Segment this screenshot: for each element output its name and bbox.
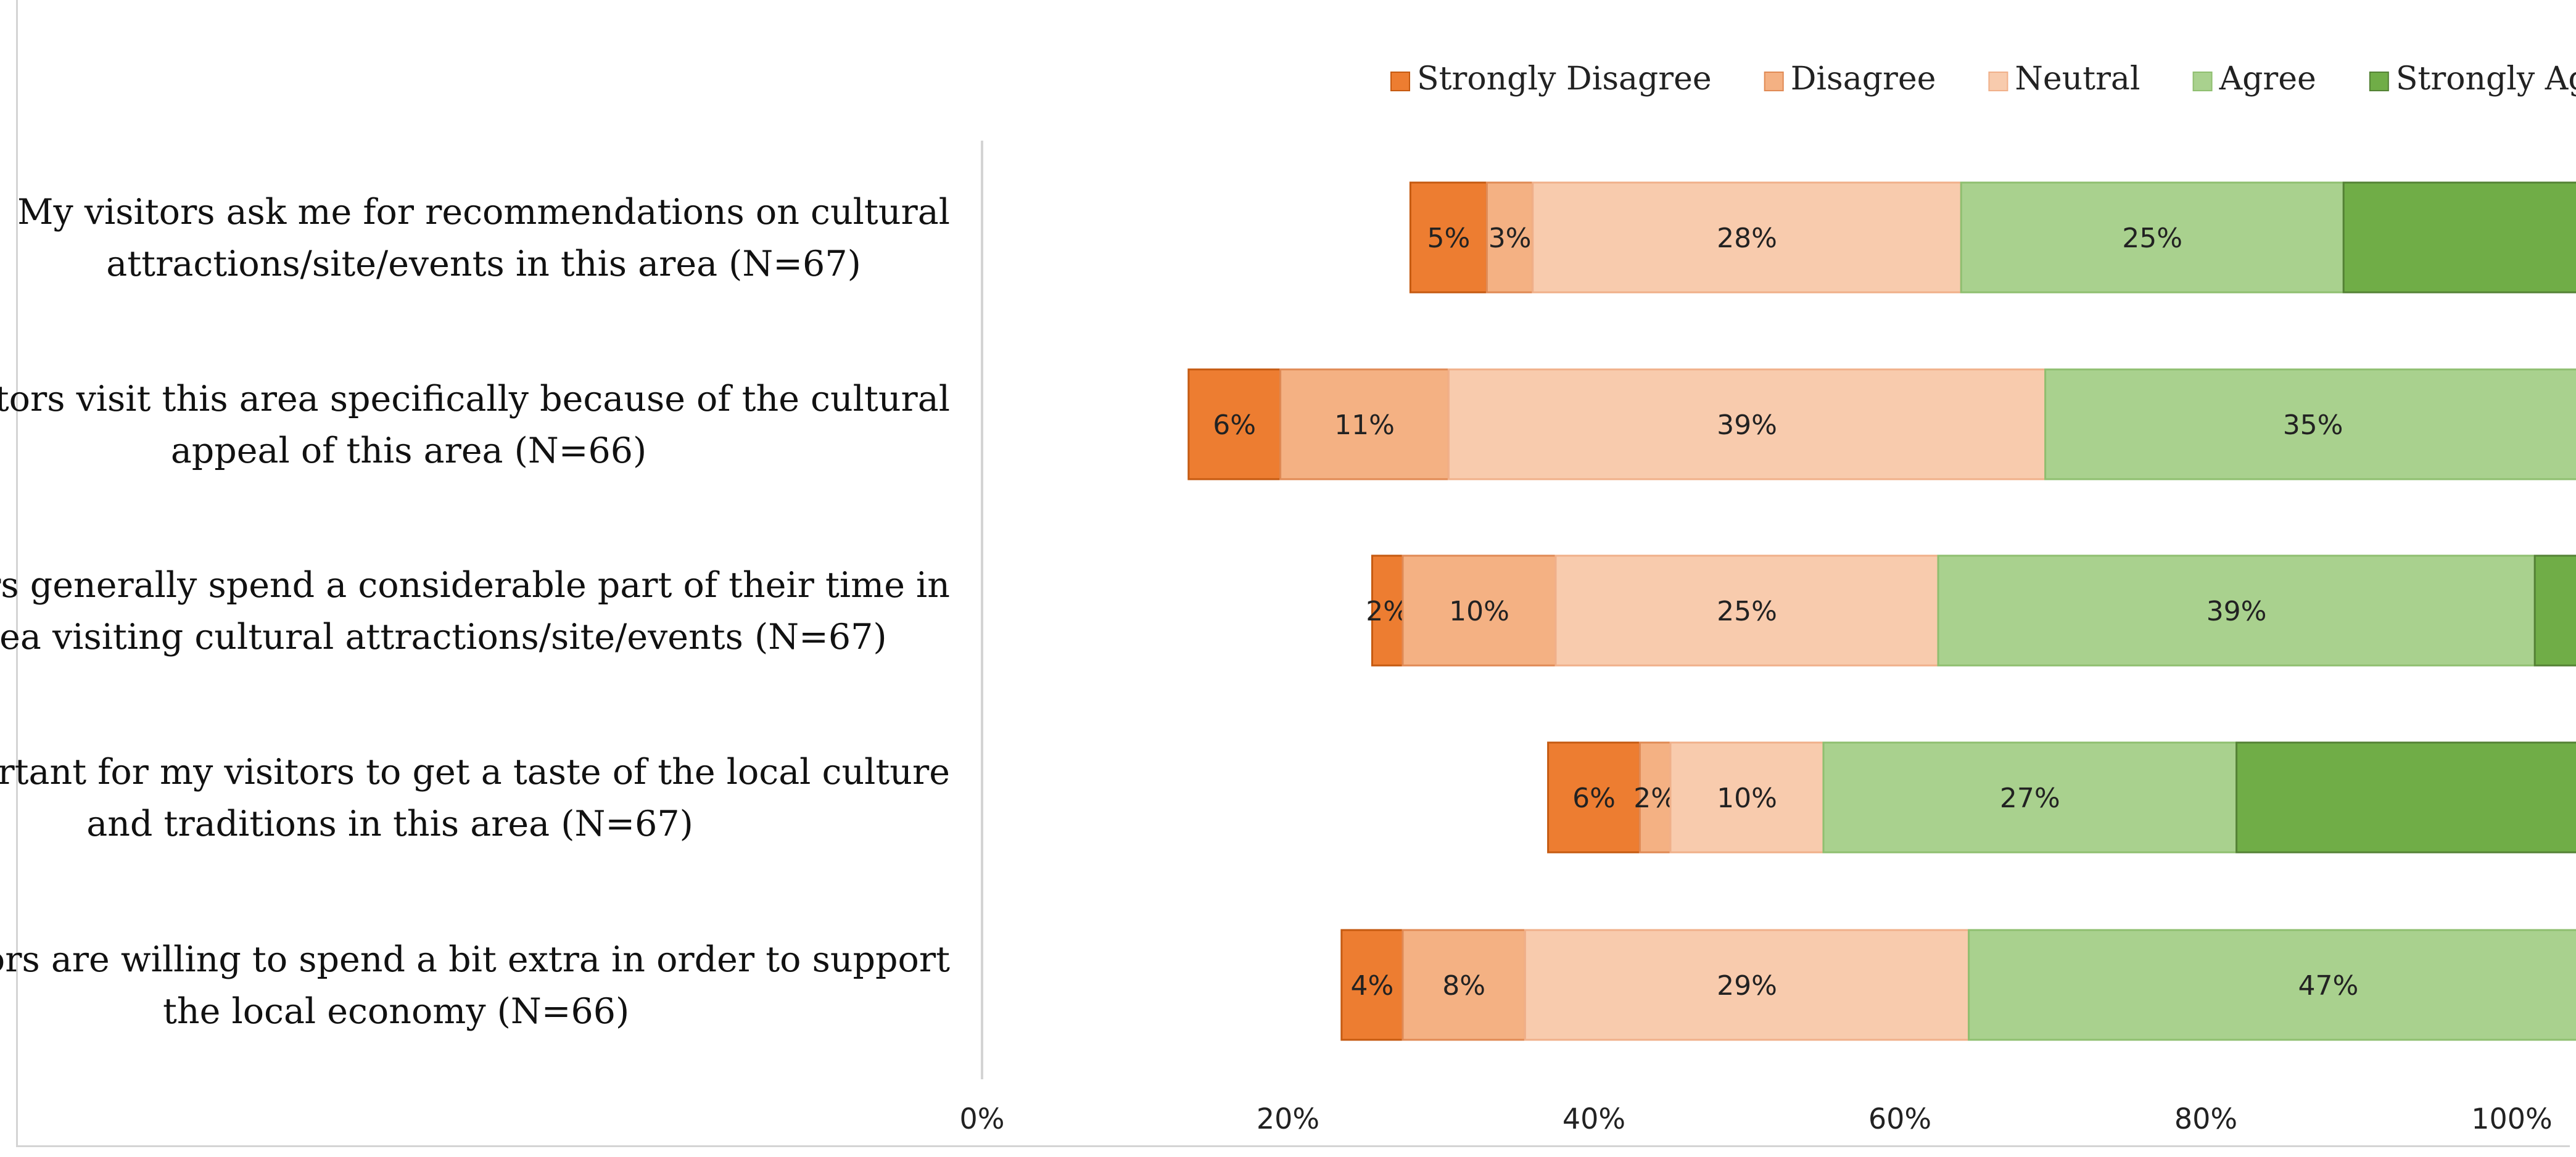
legend-label: Neutral [2015,60,2140,97]
data-label: 25% [1717,596,1777,627]
category-label: My visitors visit this area specifically… [0,379,950,471]
x-tick-label: 20% [1257,1102,1319,1135]
legend: Strongly Disagree Disagree Neutral Agree Str… [1391,60,2576,97]
category-label-line: the local economy (N=66) [163,991,629,1032]
data-label: 8% [1442,970,1485,1002]
category-label: My visitors are willing to spend a bit e… [0,939,950,1032]
x-tick-label: 40% [1563,1102,1625,1135]
legend-item: Disagree [1765,60,1936,97]
data-label: 6% [1213,410,1256,441]
legend-item: Neutral [1989,60,2140,97]
legend-swatch [2370,72,2388,91]
legend-swatch [2194,72,2212,91]
category-label-line: appeal of this area (N=66) [171,430,646,471]
data-label: 25% [2122,223,2182,254]
data-label: 10% [1449,596,1509,627]
category-label-line: attractions/site/events in this area (N=… [106,244,861,284]
legend-item: Strongly Agree [2370,60,2576,97]
data-label: 47% [2298,970,2359,1002]
category-label: My visitors generally spend a considerab… [0,565,950,657]
legend-item: Strongly Disagree [1391,60,1712,97]
category-label: It is important for my visitors to get a… [0,752,950,844]
legend-swatch [1989,72,2007,91]
data-label: 4% [1350,970,1393,1002]
category-label-line: My visitors ask me for recommendations o… [17,192,950,233]
bars: 5%3%28%25%39%6%11%39%35%9%2%10%25%39%24%… [1189,183,2576,1040]
legend-label: Strongly Agree [2396,60,2576,97]
category-label: My visitors ask me for recommendations o… [17,192,950,284]
data-label: 11% [1334,410,1395,441]
category-label-line: My visitors generally spend a considerab… [0,565,950,606]
legend-label: Strongly Disagree [1417,60,1712,97]
legend-swatch [1765,72,1783,91]
bar-segment [1969,930,2576,1040]
data-label: 27% [2000,783,2060,814]
data-label: 39% [1717,410,1777,441]
data-label: 6% [1572,783,1616,814]
legend-item: Agree [2194,60,2316,97]
category-label-line: My visitors are willing to spend a bit e… [0,939,950,980]
x-tick-label: 80% [2174,1102,2237,1135]
data-label: 35% [2283,410,2343,441]
category-label-line: It is important for my visitors to get a… [0,752,950,793]
x-tick-label: 60% [1868,1102,1931,1135]
x-tick-label: 100% [2471,1102,2553,1135]
data-label: 39% [2207,596,2267,627]
bar-segment [2535,556,2576,665]
category-label-line: this area visiting cultural attractions/… [0,617,887,657]
category-label-line: My visitors visit this area specifically… [0,379,950,419]
legend-swatch [1391,72,1410,91]
data-label: 10% [1717,783,1777,814]
data-label: 29% [1717,970,1777,1002]
legend-label: Agree [2219,60,2316,97]
data-label: 3% [1488,223,1532,254]
x-tick-label: 0% [960,1102,1005,1135]
data-label: 28% [1717,223,1777,254]
data-label: 5% [1427,223,1470,254]
category-label-line: and traditions in this area (N=67) [86,804,693,844]
legend-label: Disagree [1791,60,1936,97]
bar-segment [2237,743,2576,852]
bar-segment [2343,183,2576,292]
category-labels: My visitors ask me for recommendations o… [0,192,950,1032]
chart: 0% 20% 40% 60% 80% 100% Strongly Disagree Disa… [0,0,2576,1157]
